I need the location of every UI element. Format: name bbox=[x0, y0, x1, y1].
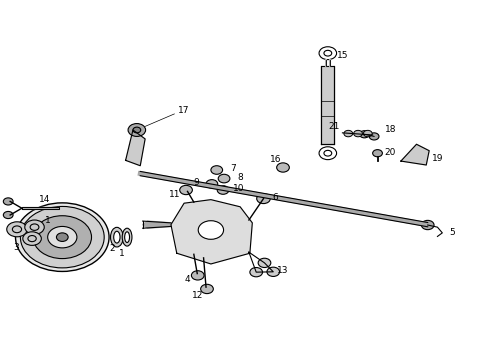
Text: 13: 13 bbox=[277, 266, 289, 275]
Circle shape bbox=[360, 131, 369, 138]
Circle shape bbox=[192, 271, 204, 280]
Ellipse shape bbox=[114, 231, 120, 243]
Circle shape bbox=[33, 216, 92, 258]
Circle shape bbox=[218, 174, 230, 183]
Text: 5: 5 bbox=[449, 228, 455, 237]
Circle shape bbox=[180, 185, 193, 195]
Text: 14: 14 bbox=[39, 195, 50, 204]
Polygon shape bbox=[401, 144, 429, 165]
Polygon shape bbox=[125, 130, 145, 166]
Circle shape bbox=[250, 267, 263, 277]
Circle shape bbox=[421, 220, 434, 230]
Circle shape bbox=[16, 203, 109, 271]
Text: 4: 4 bbox=[185, 275, 190, 284]
Text: 3: 3 bbox=[13, 243, 19, 252]
Text: 10: 10 bbox=[233, 184, 245, 193]
Circle shape bbox=[211, 166, 222, 174]
Circle shape bbox=[21, 206, 104, 268]
Circle shape bbox=[369, 133, 379, 140]
Text: 6: 6 bbox=[272, 193, 278, 202]
Text: 9: 9 bbox=[193, 178, 198, 187]
Text: 20: 20 bbox=[384, 148, 395, 157]
Text: 18: 18 bbox=[386, 126, 397, 135]
Text: 8: 8 bbox=[237, 173, 243, 182]
Polygon shape bbox=[143, 221, 171, 228]
Circle shape bbox=[206, 180, 218, 188]
Circle shape bbox=[23, 232, 41, 246]
Circle shape bbox=[373, 150, 382, 157]
Circle shape bbox=[3, 211, 13, 219]
Circle shape bbox=[344, 130, 353, 137]
Circle shape bbox=[217, 186, 229, 194]
Circle shape bbox=[128, 123, 146, 136]
Circle shape bbox=[48, 226, 77, 248]
Circle shape bbox=[364, 130, 372, 137]
Circle shape bbox=[198, 221, 223, 239]
Circle shape bbox=[7, 222, 27, 237]
Text: 15: 15 bbox=[337, 51, 348, 60]
Text: 2: 2 bbox=[110, 244, 115, 253]
Circle shape bbox=[277, 163, 289, 172]
Ellipse shape bbox=[124, 232, 129, 243]
Text: 16: 16 bbox=[270, 155, 281, 164]
Circle shape bbox=[257, 194, 270, 203]
Text: 1: 1 bbox=[45, 216, 50, 225]
Circle shape bbox=[133, 127, 141, 133]
Circle shape bbox=[56, 233, 68, 242]
Polygon shape bbox=[22, 207, 59, 209]
Circle shape bbox=[3, 198, 13, 205]
Text: 19: 19 bbox=[432, 154, 443, 163]
Polygon shape bbox=[171, 200, 252, 264]
Circle shape bbox=[267, 267, 280, 276]
Ellipse shape bbox=[122, 228, 132, 246]
Text: 1: 1 bbox=[119, 249, 124, 258]
Ellipse shape bbox=[111, 227, 123, 247]
Text: 7: 7 bbox=[230, 165, 236, 174]
Polygon shape bbox=[321, 66, 334, 144]
Circle shape bbox=[258, 258, 271, 267]
Circle shape bbox=[201, 284, 213, 294]
Circle shape bbox=[354, 130, 363, 137]
Text: 17: 17 bbox=[178, 106, 190, 115]
Circle shape bbox=[25, 220, 44, 234]
Text: 11: 11 bbox=[169, 190, 180, 199]
Text: 12: 12 bbox=[192, 291, 203, 300]
Text: 21: 21 bbox=[328, 122, 340, 131]
